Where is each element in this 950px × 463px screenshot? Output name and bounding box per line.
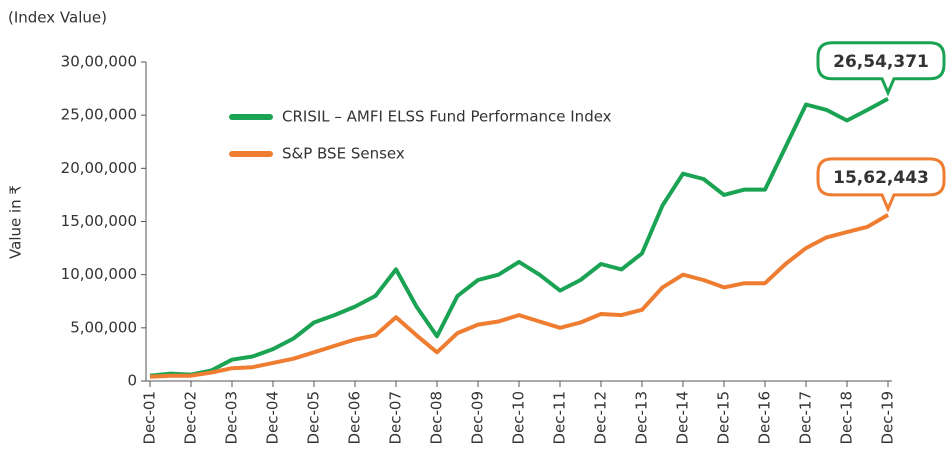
x-tick-label: Dec-09 [469, 391, 487, 445]
x-tick-label: Dec-07 [387, 391, 405, 445]
y-tick-label: 10,00,000 [61, 265, 137, 283]
callout: 26,54,371 [818, 43, 944, 93]
x-tick-label: Dec-01 [141, 391, 159, 445]
y-tick-label: 25,00,000 [61, 106, 137, 124]
y-tick-label: 15,00,000 [61, 212, 137, 230]
y-axis-label: Value in ₹ [7, 185, 25, 259]
x-tick-label: Dec-15 [715, 391, 733, 445]
chart: (Index Value) Value in ₹ 0 5,00,000 10,00,… [0, 0, 950, 463]
series-line [150, 99, 888, 376]
y-tick-label: 0 [127, 372, 137, 390]
x-tick-label: Dec-14 [674, 391, 692, 445]
y-tick-label: 20,00,000 [61, 159, 137, 177]
x-tick-label: Dec-10 [510, 391, 528, 445]
y-tick-label: 5,00,000 [70, 318, 137, 336]
x-tick-label: Dec-08 [428, 391, 446, 445]
x-tick-label: Dec-18 [838, 391, 856, 445]
legend-label: CRISIL – AMFI ELSS Fund Performance Inde… [282, 108, 612, 126]
x-tick-label: Dec-13 [633, 391, 651, 445]
unit-note: (Index Value) [8, 9, 107, 27]
x-tick-label: Dec-04 [264, 391, 282, 445]
x-tick-label: Dec-06 [346, 391, 364, 445]
legend-label: S&P BSE Sensex [282, 145, 405, 163]
callout-label: 15,62,443 [833, 168, 929, 188]
x-tick-label: Dec-03 [223, 391, 241, 445]
y-tick-label: 30,00,000 [61, 53, 137, 71]
x-tick-label: Dec-12 [592, 391, 610, 445]
x-tick-label: Dec-19 [879, 391, 897, 445]
callout: 15,62,443 [818, 159, 944, 209]
x-tick-label: Dec-11 [551, 391, 569, 445]
callout-label: 26,54,371 [833, 52, 929, 72]
x-tick-label: Dec-17 [797, 391, 815, 445]
x-tick-label: Dec-16 [756, 391, 774, 445]
x-tick-label: Dec-05 [305, 391, 323, 445]
x-tick-label: Dec-02 [182, 391, 200, 445]
